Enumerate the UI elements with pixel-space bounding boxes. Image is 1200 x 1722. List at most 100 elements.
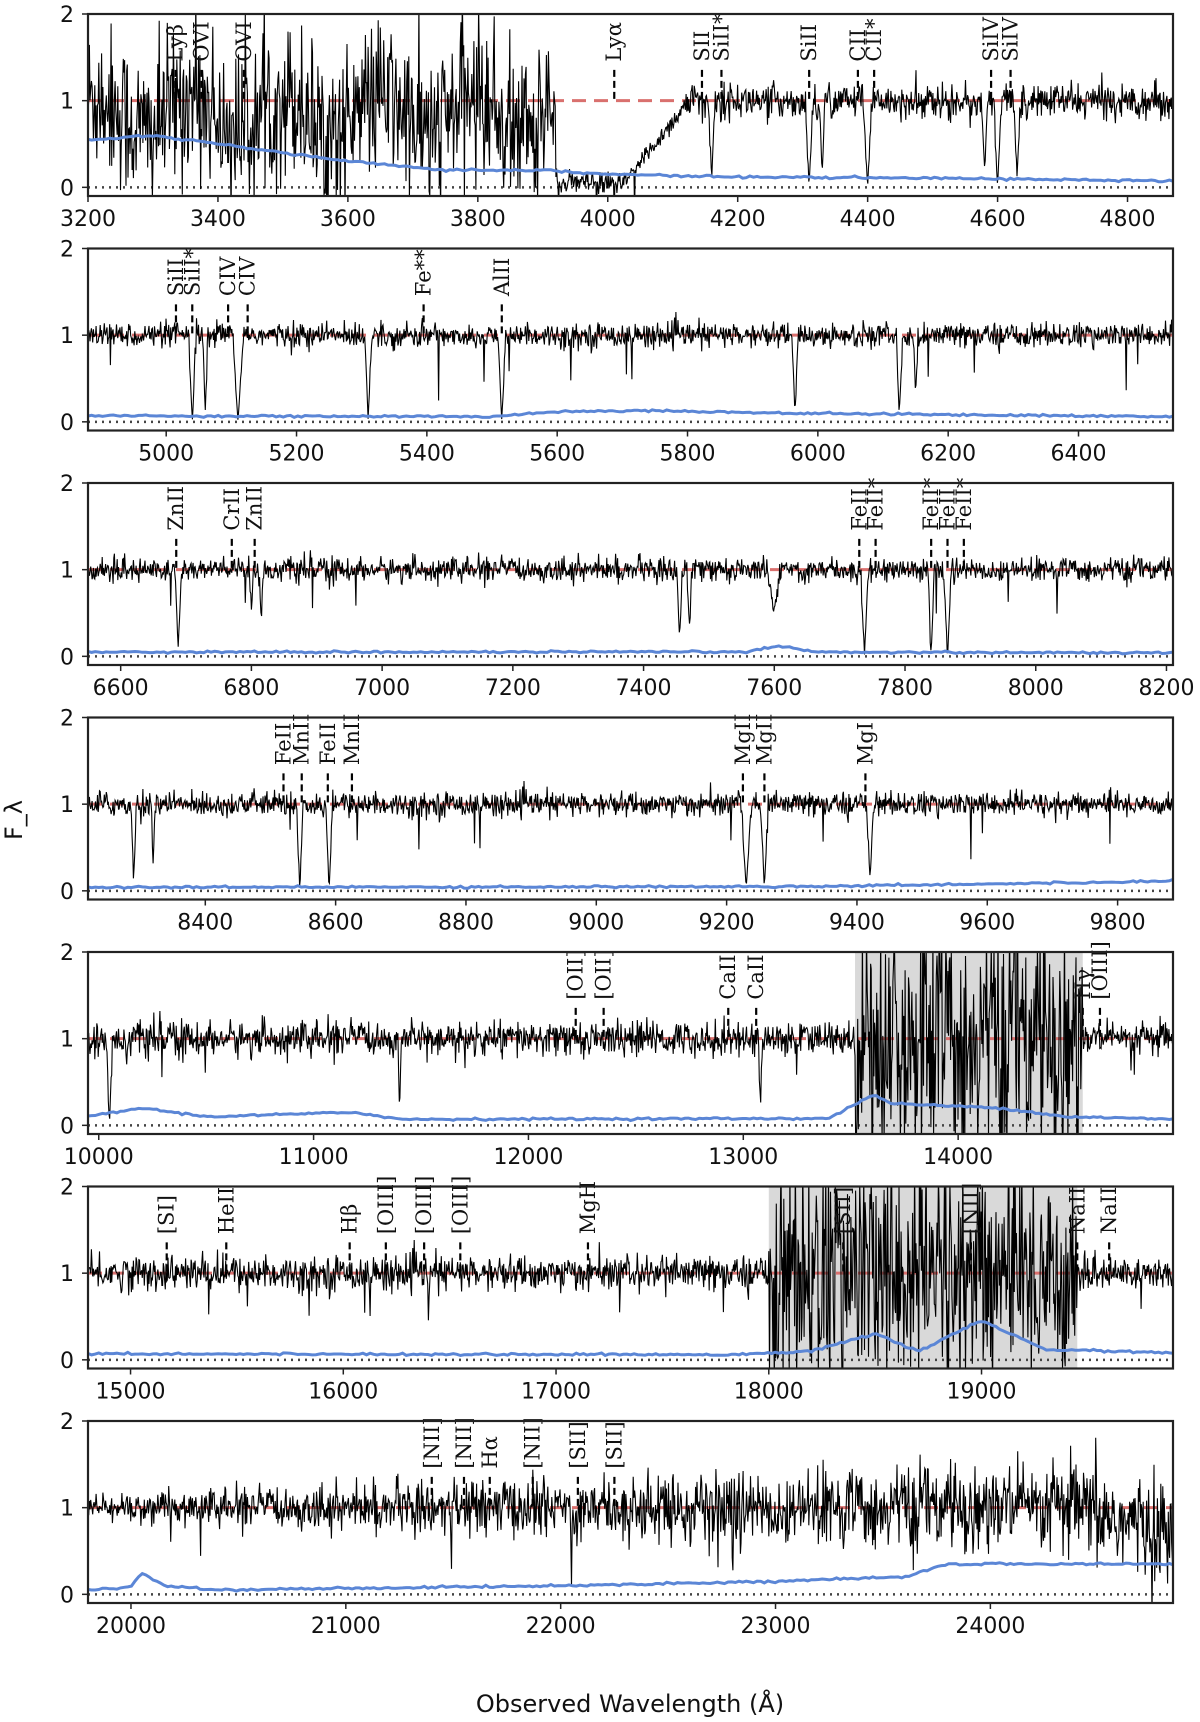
line-id-label: [SI] [155,1195,179,1234]
panel-6: [SI] HeII Hβ [OIII] [OIII] [OIII] MgH [SII] [NII… [60,1176,1175,1405]
line-id-label: [SII] [602,1421,626,1468]
line-id-label: [SII] [831,1187,855,1234]
error-trace [88,1094,1173,1123]
error-trace [88,1320,1173,1358]
line-id-label: FeII* [864,477,888,530]
plot-area [88,1186,1173,1369]
line-id-label: [NII] [420,1417,444,1468]
y-tick-label: 0 [60,880,74,905]
line-id-label: OVI [232,21,256,61]
line-id-label: FeII [316,723,340,765]
line-id-label: HeII [214,1187,238,1234]
line-id-label: MnII [290,714,314,766]
line-id-label: [NII] [452,1417,476,1468]
x-tick-label: 7800 [877,676,933,701]
line-id-label: [OIII] [412,1176,436,1235]
y-tick-label: 1 [60,1028,74,1053]
line-id-label: Lyα [602,22,626,62]
line-id-label: SiIV [999,16,1023,61]
x-tick-label: 3800 [450,207,506,232]
line-id-label: OVI [190,21,214,61]
axes-frame [86,1185,1175,1370]
line-id-label: MgII [731,714,755,766]
y-tick-label: 0 [60,1583,74,1608]
x-axis-title: Observed Wavelength (Å) [476,1689,784,1718]
line-id-label: ZnII [243,486,267,531]
error-trace [88,133,1173,184]
y-tick-label: 1 [60,324,74,349]
x-tick-label: 13000 [708,1145,778,1170]
x-tick-label: 5800 [660,442,716,467]
spectrum-trace [88,780,1173,887]
x-tick-label: 9400 [829,911,885,936]
line-id-label: [NII] [959,1183,983,1234]
x-tick-label: 6000 [790,442,846,467]
y-tick-label: 0 [60,411,74,436]
line-id-label: SiIV [979,16,1003,61]
x-tick-label: 9200 [699,911,755,936]
line-id-label: Fe** [412,249,436,296]
x-tick-label: 8200 [1138,676,1194,701]
x-tick-label: 3200 [60,207,116,232]
y-tick-label: 0 [60,1349,74,1374]
x-tick-label: 6200 [920,442,976,467]
y-tick-label: 0 [60,176,74,201]
line-id-label: CII [846,29,870,62]
line-id-label: [OII] [592,949,616,999]
line-id-label: MnII [340,714,364,766]
x-tick-label: 3600 [320,207,376,232]
x-tick-label: 4400 [840,207,896,232]
line-id-label: NaII [1097,1187,1121,1235]
line-id-label: SiII [797,24,821,62]
line-id-label: ZnII [164,486,188,531]
x-tick-label: 7400 [616,676,672,701]
x-tick-label: 8800 [438,911,494,936]
x-tick-label: 14000 [923,1145,993,1170]
plot-area [88,952,1173,1134]
line-id-label: Lyβ [164,24,188,62]
x-tick-label: 3400 [190,207,246,232]
spectrum-trace [88,1437,1173,1603]
x-tick-label: 7000 [354,676,410,701]
axes-frame [86,950,1175,1136]
x-tick-label: 23000 [741,1614,811,1639]
y-tick-label: 2 [60,1410,74,1435]
x-tick-label: 7600 [746,676,802,701]
y-tick-label: 1 [60,1262,74,1287]
error-trace [88,1561,1173,1593]
line-id-label: CII* [862,18,886,62]
x-tick-label: 20000 [96,1614,166,1639]
y-tick-label: 2 [60,472,74,497]
y-tick-label: 2 [60,238,74,263]
line-id-label: [NII] [521,1417,545,1468]
x-tick-label: 17000 [521,1380,591,1405]
x-tick-label: 9600 [959,911,1015,936]
y-tick-label: 2 [60,707,74,732]
spectrum-trace [88,952,1173,1134]
y-axis-title: F_λ [0,800,28,840]
line-id-label: NaII [1065,1187,1089,1235]
x-tick-label: 15000 [96,1380,166,1405]
line-id-label: FeII [847,488,871,530]
x-tick-label: 10000 [64,1145,134,1170]
axes-frame [86,1419,1175,1605]
line-id-label: [OIII] [448,1176,472,1235]
x-tick-label: 6400 [1051,442,1107,467]
y-tick-label: 0 [60,1114,74,1139]
plot-area [88,780,1173,893]
y-tick-label: 1 [60,559,74,584]
line-id-label: MgH [576,1181,600,1234]
x-tick-label: 12000 [493,1145,563,1170]
line-id-label: FeII* [952,477,976,530]
error-trace [88,878,1173,890]
axes-frame [86,247,1175,432]
x-tick-label: 4000 [580,207,636,232]
line-id-label: SiII* [709,13,733,62]
line-id-label: AlII [490,258,514,297]
line-id-label: FeII [936,488,960,530]
